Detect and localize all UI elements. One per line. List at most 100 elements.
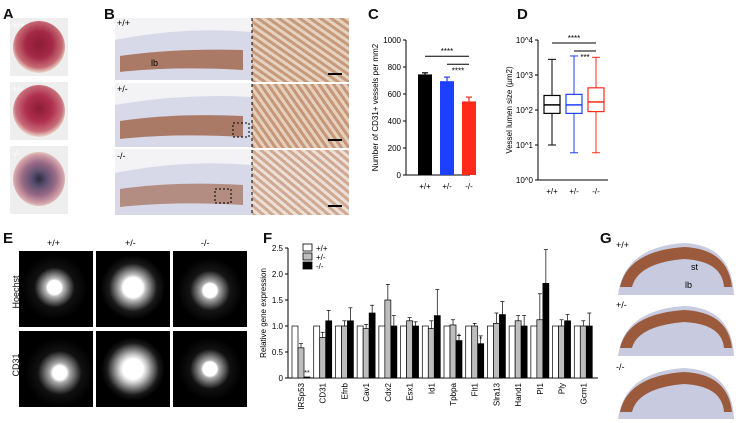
x-tick-label: -/- (592, 187, 600, 196)
zoom-micrograph-wt (252, 18, 349, 82)
explant-hoechst-het (96, 251, 170, 327)
sig-label: **** (452, 66, 464, 75)
legend-swatch (302, 261, 313, 270)
genotype-label-a-ko: -/- (12, 148, 21, 158)
y-tick-label: 400 (388, 117, 402, 126)
y-tick-label: 0.5 (272, 348, 284, 357)
bar-+/+ (465, 325, 473, 379)
sig-star: ** (304, 370, 310, 377)
spongiotrophoblast-label: st (691, 262, 699, 272)
bar-+/- (384, 299, 392, 379)
bar--/- (564, 320, 571, 379)
x-tick-label: +/- (569, 187, 579, 196)
x-tick-label: Id1 (427, 382, 436, 394)
legend-swatch (302, 243, 313, 252)
placenta-photo-wt (10, 18, 68, 76)
explant-cd31-ko (173, 331, 247, 407)
box-1 (565, 93, 583, 114)
bar--/- (347, 320, 354, 379)
x-tick-label: Efnb (340, 382, 349, 399)
y-tick-label: 200 (388, 144, 402, 153)
placenta-photo-het (10, 82, 68, 140)
bar-+/- (493, 323, 500, 379)
bar--/- (325, 320, 333, 379)
x-tick-label: CD31 (319, 382, 328, 403)
genotype-label-a-het: +/- (12, 84, 23, 94)
legend-label: +/- (316, 253, 326, 262)
x-tick-label: Flt1 (471, 382, 480, 396)
sig-label: **** (568, 34, 580, 43)
vessel-count-bar-chart: 0 200 400 600 800 1000 +/+ +/- -/- **** **** Number… (371, 36, 476, 191)
bar--/- (542, 283, 550, 379)
x-tick-label: Slra13 (492, 382, 501, 406)
bar-+/+ (421, 325, 429, 379)
zoom-scale-bars (251, 18, 342, 216)
panel-label-e: E (3, 230, 14, 247)
y-tick-label: 1.5 (272, 296, 284, 305)
panel-label-d: D (517, 6, 528, 23)
bar-0 (418, 74, 432, 175)
bar-+/+ (335, 325, 342, 379)
bar--/- (368, 312, 376, 379)
bar--/- (390, 325, 398, 379)
x-tick-label: Tpbpa (449, 382, 458, 405)
x-tick-label: Cav1 (362, 382, 371, 401)
genotype-label-a-wt: +/+ (12, 20, 26, 30)
bar-+/+ (530, 325, 538, 379)
sig-label: **** (441, 47, 453, 56)
labyrinth-label-g: lb (685, 280, 693, 290)
y-tick-label: 2.0 (272, 270, 284, 279)
genotype-label-g-wt: +/+ (616, 240, 630, 250)
genotype-label-b-het: +/- (117, 84, 128, 94)
y-tick-label: 600 (388, 90, 402, 99)
x-tick-label: Ply (558, 383, 567, 394)
bar--/- (499, 314, 506, 379)
bar-+/+ (508, 325, 516, 379)
legend-label: -/- (316, 262, 324, 271)
panel-label-a: A (3, 6, 14, 23)
sig-star: * (458, 334, 461, 341)
bar-+/- (449, 324, 457, 379)
zoom-micrograph-ko (252, 150, 349, 215)
genotype-label-g-ko: -/- (616, 362, 625, 372)
bar--/- (303, 376, 311, 379)
genotype-label-g-het: +/- (616, 300, 627, 310)
gene-expression-bar-chart: 00.51.01.52.02.5**IRSp53 CD31 Efnb Cav1 Cdx2… (259, 243, 598, 410)
y-tick-label: 1000 (383, 36, 401, 45)
bar-+/- (579, 325, 587, 379)
y-tick-label: 1.0 (272, 322, 284, 331)
y-tick-label: 10^4 (516, 36, 534, 45)
labyrinth-label: lb (151, 58, 159, 68)
bar-2 (462, 101, 476, 175)
bar-+/- (319, 337, 327, 379)
box-2 (587, 87, 605, 113)
y-tick-label: 10^2 (516, 106, 534, 115)
panel-label-c: C (368, 6, 379, 23)
bar-+/+ (378, 325, 386, 379)
x-tick-label: Esx1 (406, 382, 415, 400)
explant-cd31-wt (19, 331, 93, 407)
x-tick-label: Pl1 (536, 382, 545, 394)
bar-+/+ (400, 325, 407, 379)
bar--/- (412, 325, 419, 379)
bar-+/- (297, 347, 305, 379)
x-tick-label: Hand1 (514, 382, 523, 406)
legend-swatch (302, 252, 313, 261)
panel-label-b: B (104, 6, 115, 23)
bar--/- (455, 340, 463, 379)
histology-g-het (614, 298, 736, 357)
zoom-micrograph-het (252, 84, 349, 148)
bar-+/- (406, 320, 413, 379)
bar-+/+ (291, 325, 299, 379)
bar-+/+ (356, 325, 364, 379)
bar--/- (433, 315, 441, 379)
bar-+/- (362, 328, 370, 379)
sig-star: * (479, 337, 482, 344)
y-axis-label: Vessel lumen size (µm2) (505, 66, 514, 154)
sig-label: *** (580, 53, 589, 62)
x-tick-label: Gcm1 (579, 382, 588, 404)
histology-g-wt (614, 237, 736, 296)
x-tick-label: +/+ (546, 187, 558, 196)
histology-section-het (115, 83, 252, 147)
panel-label-f: F (263, 230, 273, 247)
